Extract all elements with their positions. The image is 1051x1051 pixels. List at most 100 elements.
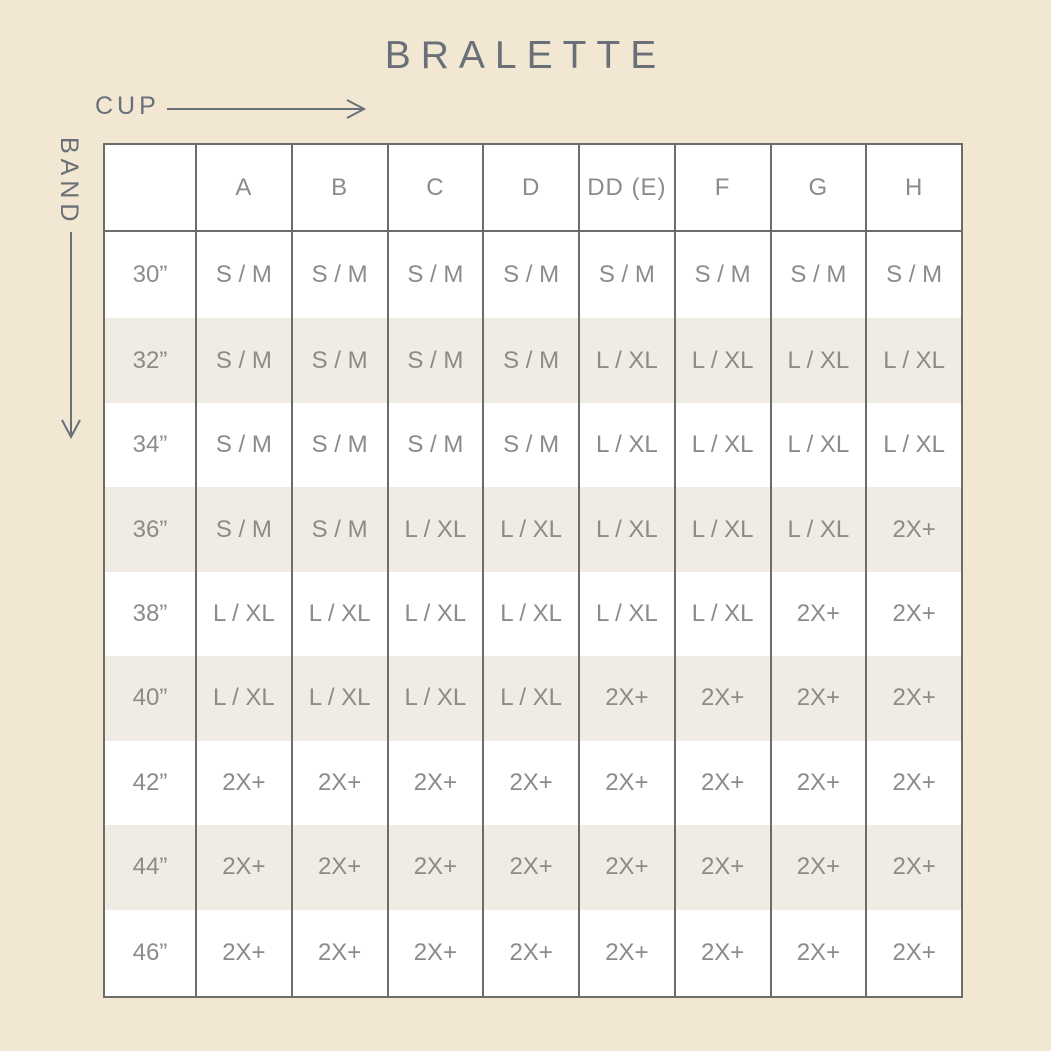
size-cell: S / M xyxy=(290,402,388,488)
size-cell: S / M xyxy=(769,231,867,319)
size-cell: 2X+ xyxy=(386,740,484,826)
cup-column-header: H xyxy=(865,144,962,232)
cup-column-header: DD (E) xyxy=(578,144,675,232)
size-cell: L / XL xyxy=(769,487,867,572)
cup-column-header: G xyxy=(769,144,867,232)
cup-column-header: D xyxy=(482,144,579,232)
size-cell: L / XL xyxy=(673,487,771,572)
size-cell: L / XL xyxy=(769,402,867,488)
table-row: 46” 2X+ 2X+ 2X+ 2X+ 2X+ 2X+ 2X+ 2X+ xyxy=(104,909,962,997)
size-cell: 2X+ xyxy=(386,825,484,910)
size-cell: 2X+ xyxy=(482,825,579,910)
size-cell: L / XL xyxy=(482,487,579,572)
size-cell: L / XL xyxy=(865,318,962,403)
header-row: A B C D DD (E) F G H xyxy=(104,144,962,232)
size-cell: L / XL xyxy=(673,318,771,403)
size-cell: 2X+ xyxy=(673,909,771,997)
corner-cell xyxy=(104,144,196,232)
down-arrow-icon xyxy=(61,232,81,440)
size-cell: 2X+ xyxy=(290,825,388,910)
size-cell: S / M xyxy=(578,231,675,319)
band-row-header: 34” xyxy=(132,431,168,459)
size-cell: S / M xyxy=(290,487,388,572)
cup-column-header: C xyxy=(386,144,484,232)
size-cell: L / XL xyxy=(482,571,579,657)
size-cell: 2X+ xyxy=(865,656,962,741)
size-cell: 2X+ xyxy=(482,909,579,997)
size-cell: 2X+ xyxy=(769,571,867,657)
size-cell: L / XL xyxy=(482,656,579,741)
size-cell: S / M xyxy=(865,231,962,319)
cup-axis-label: CUP xyxy=(95,92,160,120)
size-cell: S / M xyxy=(290,318,388,403)
size-cell: S / M xyxy=(386,318,484,403)
table-row: 42” 2X+ 2X+ 2X+ 2X+ 2X+ 2X+ 2X+ 2X+ xyxy=(104,740,962,826)
size-cell: 2X+ xyxy=(865,909,962,997)
size-cell: S / M xyxy=(386,231,484,319)
size-cell: 2X+ xyxy=(482,740,579,826)
size-cell: L / XL xyxy=(386,656,484,741)
size-cell: 2X+ xyxy=(578,909,675,997)
size-cell: 2X+ xyxy=(195,825,292,910)
size-cell: L / XL xyxy=(865,402,962,488)
size-cell: S / M xyxy=(195,318,292,403)
size-cell: 2X+ xyxy=(865,487,962,572)
cup-column-header: A xyxy=(195,144,292,232)
band-row-header: 38” xyxy=(132,599,168,627)
size-cell: 2X+ xyxy=(865,825,962,910)
size-cell: 2X+ xyxy=(673,825,771,910)
size-cell: S / M xyxy=(482,402,579,488)
size-cell: 2X+ xyxy=(769,825,867,910)
size-cell: 2X+ xyxy=(290,740,388,826)
band-row-header: 30” xyxy=(132,261,168,289)
cup-column-header: B xyxy=(290,144,388,232)
size-cell: 2X+ xyxy=(578,656,675,741)
band-row-header: 46” xyxy=(132,938,168,966)
band-row-header: 36” xyxy=(132,515,168,543)
size-cell: S / M xyxy=(195,487,292,572)
band-row-header: 32” xyxy=(132,346,168,374)
size-cell: 2X+ xyxy=(865,740,962,826)
size-cell: S / M xyxy=(386,402,484,488)
size-cell: L / XL xyxy=(673,571,771,657)
size-cell: S / M xyxy=(482,318,579,403)
band-row-header: 40” xyxy=(132,684,168,712)
size-cell: L / XL xyxy=(578,318,675,403)
size-cell: L / XL xyxy=(290,656,388,741)
size-cell: 2X+ xyxy=(769,740,867,826)
table-row: 38” L / XL L / XL L / XL L / XL L / XL L / XL 2… xyxy=(104,571,962,657)
size-cell: L / XL xyxy=(195,571,292,657)
table-row: 44” 2X+ 2X+ 2X+ 2X+ 2X+ 2X+ 2X+ 2X+ xyxy=(104,825,962,910)
size-cell: S / M xyxy=(195,402,292,488)
size-cell: L / XL xyxy=(578,402,675,488)
size-cell: L / XL xyxy=(769,318,867,403)
size-cell: 2X+ xyxy=(673,656,771,741)
size-cell: L / XL xyxy=(386,571,484,657)
size-cell: 2X+ xyxy=(195,740,292,826)
band-row-header: 44” xyxy=(132,853,168,881)
size-cell: 2X+ xyxy=(673,740,771,826)
size-cell: L / XL xyxy=(386,487,484,572)
size-cell: 2X+ xyxy=(386,909,484,997)
size-cell: S / M xyxy=(673,231,771,319)
size-cell: L / XL xyxy=(578,487,675,572)
band-row-header: 42” xyxy=(132,768,168,796)
table-row: 40” L / XL L / XL L / XL L / XL 2X+ 2X+ 2X+ 2X+ xyxy=(104,656,962,741)
size-cell: 2X+ xyxy=(578,740,675,826)
size-cell: 2X+ xyxy=(578,825,675,910)
size-cell: S / M xyxy=(290,231,388,319)
cup-column-header: F xyxy=(673,144,771,232)
size-cell: 2X+ xyxy=(290,909,388,997)
size-cell: L / XL xyxy=(578,571,675,657)
size-cell: S / M xyxy=(482,231,579,319)
size-cell: L / XL xyxy=(673,402,771,488)
page-title: BRALETTE xyxy=(384,34,667,77)
right-arrow-icon xyxy=(167,99,367,119)
size-cell: 2X+ xyxy=(769,909,867,997)
